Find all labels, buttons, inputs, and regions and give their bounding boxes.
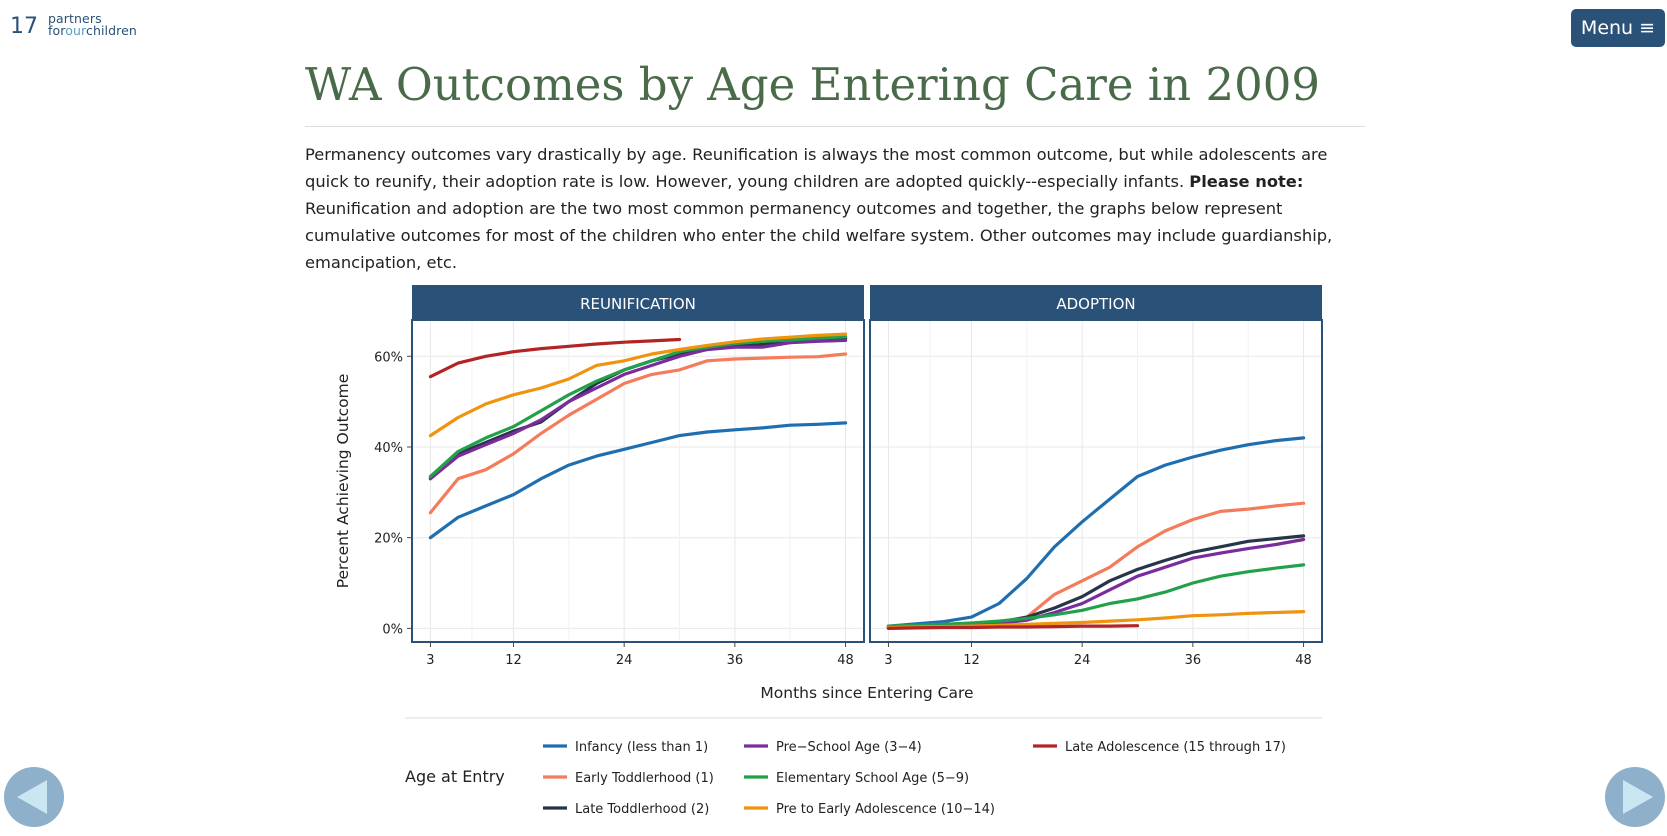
legend-label: Early Toddlerhood (1) <box>575 771 714 786</box>
page-title: WA Outcomes by Age Entering Care in 2009 <box>305 58 1320 111</box>
x-tick-label: 48 <box>837 653 854 668</box>
previous-slide-button[interactable] <box>4 767 64 827</box>
panel-border <box>411 319 865 643</box>
panel-border <box>869 319 1323 643</box>
panel-title: REUNIFICATION <box>580 295 696 313</box>
series-line <box>886 501 1306 629</box>
panel-header <box>870 285 1322 320</box>
x-tick-label: 12 <box>505 653 522 668</box>
intro-paragraph: Permanency outcomes vary drastically by … <box>305 141 1375 276</box>
series-line <box>886 436 1306 628</box>
x-tick-label: 24 <box>616 653 633 668</box>
series-line <box>428 335 848 479</box>
legend-label: Late Toddlerhood (2) <box>575 802 709 817</box>
menu-button[interactable]: Menu ≡ <box>1571 9 1665 47</box>
x-tick-label: 36 <box>727 653 744 668</box>
y-tick-label: 40% <box>374 441 403 456</box>
logo-word-our: our <box>65 23 86 38</box>
logo-line-1: partners <box>48 11 102 26</box>
series-line <box>428 337 682 379</box>
logo-line-2: forourchildren <box>48 23 137 38</box>
left-arrow-icon <box>17 780 47 814</box>
series-line <box>428 421 848 540</box>
title-divider <box>305 126 1365 127</box>
intro-note-label: Please note: <box>1189 172 1304 191</box>
x-tick-label: 36 <box>1185 653 1202 668</box>
legend-label: Pre to Early Adolescence (10−14) <box>776 802 995 817</box>
x-tick-label: 48 <box>1295 653 1312 668</box>
intro-text-before: Permanency outcomes vary drastically by … <box>305 145 1328 191</box>
y-tick-label: 20% <box>374 532 403 547</box>
x-tick-label: 12 <box>963 653 980 668</box>
series-line <box>886 563 1306 628</box>
x-tick-label: 3 <box>884 653 892 668</box>
legend-title: Age at Entry <box>405 767 505 786</box>
legend-label: Late Adolescence (15 through 17) <box>1065 740 1286 755</box>
series-line <box>886 537 1306 630</box>
y-axis-label: Percent Achieving Outcome <box>334 374 352 589</box>
logo-word-children: children <box>85 23 137 38</box>
logo-word-for: for <box>48 23 66 38</box>
partners-for-our-children-logo[interactable]: partners forourchildren <box>48 11 137 38</box>
series-line <box>428 338 848 481</box>
x-tick-label: 3 <box>426 653 434 668</box>
legend-label: Elementary School Age (5−9) <box>776 771 969 786</box>
legend-label: Infancy (less than 1) <box>575 740 708 755</box>
y-tick-label: 60% <box>374 350 403 365</box>
panel-title: ADOPTION <box>1056 295 1135 313</box>
y-tick-label: 0% <box>382 622 403 637</box>
x-axis-label: Months since Entering Care <box>760 684 973 702</box>
intro-text-after: Reunification and adoption are the two m… <box>305 199 1333 272</box>
legend-label: Pre−School Age (3−4) <box>776 740 922 755</box>
next-slide-button[interactable] <box>1605 767 1665 827</box>
page-number: 17 <box>10 14 38 39</box>
series-line <box>886 624 1140 630</box>
panel-header <box>412 285 864 320</box>
right-arrow-icon <box>1623 780 1653 814</box>
x-tick-label: 24 <box>1074 653 1091 668</box>
series-line <box>428 332 848 438</box>
series-line <box>886 534 1306 630</box>
series-line <box>886 610 1306 630</box>
series-line <box>428 352 848 515</box>
series-line <box>428 336 848 481</box>
